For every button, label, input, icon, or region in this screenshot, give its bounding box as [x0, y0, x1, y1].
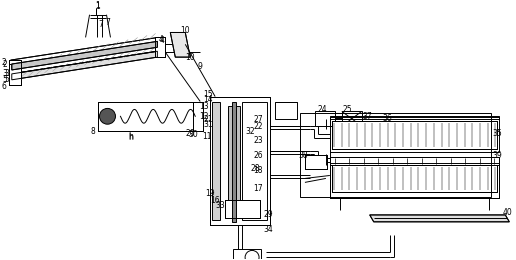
Text: 4: 4: [160, 36, 165, 45]
Text: 19: 19: [205, 189, 215, 198]
Text: 13: 13: [199, 102, 209, 111]
Bar: [98, 101, 200, 131]
Text: 8: 8: [90, 127, 95, 136]
Text: 10: 10: [185, 53, 195, 62]
Bar: [194, 101, 203, 131]
Bar: [210, 96, 270, 225]
Text: 29: 29: [263, 210, 273, 219]
Bar: [332, 165, 497, 192]
Text: 24: 24: [317, 105, 327, 114]
Bar: [305, 155, 327, 168]
Text: 5: 5: [3, 75, 7, 84]
Text: 37: 37: [363, 112, 373, 121]
Text: 23: 23: [253, 136, 263, 145]
Text: 34: 34: [263, 225, 273, 234]
Text: 30: 30: [188, 129, 198, 139]
Text: 38: 38: [298, 151, 308, 160]
Polygon shape: [9, 60, 21, 85]
Bar: [330, 157, 499, 165]
Bar: [210, 96, 270, 225]
Polygon shape: [370, 215, 509, 222]
Bar: [225, 200, 260, 218]
Bar: [330, 163, 499, 198]
Text: 4: 4: [159, 35, 164, 44]
Text: 18: 18: [253, 166, 263, 175]
Text: 10: 10: [181, 26, 190, 35]
Circle shape: [100, 108, 116, 124]
Polygon shape: [170, 32, 190, 57]
Text: 25: 25: [343, 105, 352, 114]
Text: 21: 21: [203, 115, 213, 124]
Text: 9: 9: [198, 62, 203, 72]
Text: 28: 28: [250, 164, 260, 173]
Text: 7: 7: [98, 20, 103, 29]
Text: 2: 2: [2, 57, 6, 67]
Polygon shape: [12, 41, 157, 70]
Text: 15: 15: [203, 90, 213, 99]
Bar: [212, 101, 220, 220]
Text: 5: 5: [4, 75, 9, 84]
Text: 33: 33: [215, 200, 225, 210]
Text: h: h: [128, 133, 133, 142]
Text: 39: 39: [492, 151, 502, 160]
Text: 22: 22: [253, 122, 263, 131]
Bar: [305, 155, 327, 168]
Text: 36: 36: [383, 114, 393, 123]
Text: 31: 31: [203, 120, 213, 129]
Bar: [228, 106, 240, 215]
Bar: [300, 113, 491, 197]
Text: 2: 2: [3, 60, 7, 69]
Polygon shape: [12, 51, 157, 80]
Bar: [275, 101, 297, 119]
Text: 17: 17: [253, 184, 263, 193]
Bar: [332, 165, 497, 192]
Bar: [332, 121, 497, 149]
Text: 3: 3: [3, 69, 7, 79]
Bar: [194, 101, 203, 131]
Text: 27: 27: [253, 115, 263, 124]
Text: 14: 14: [203, 95, 213, 104]
Text: 12: 12: [200, 112, 209, 121]
Bar: [98, 101, 200, 131]
Bar: [330, 116, 499, 152]
Text: 40: 40: [503, 209, 512, 217]
Bar: [232, 101, 236, 222]
Bar: [342, 111, 362, 126]
Text: 20: 20: [185, 128, 195, 138]
Bar: [330, 163, 499, 198]
Text: 11: 11: [202, 132, 212, 140]
Bar: [242, 101, 267, 220]
Polygon shape: [11, 37, 158, 74]
Text: 1: 1: [95, 2, 100, 11]
Text: h: h: [128, 132, 133, 140]
Text: 6: 6: [2, 82, 6, 91]
Text: 7: 7: [105, 18, 110, 27]
Bar: [330, 157, 499, 165]
Text: 1: 1: [95, 1, 100, 10]
Bar: [233, 249, 261, 260]
Polygon shape: [155, 37, 165, 57]
Text: 26: 26: [253, 151, 263, 160]
Bar: [315, 111, 335, 126]
Bar: [332, 121, 497, 149]
Bar: [225, 200, 260, 218]
Text: 3: 3: [4, 69, 9, 79]
Text: 16: 16: [211, 196, 220, 205]
Text: 35: 35: [492, 128, 502, 138]
Text: 32: 32: [245, 127, 255, 136]
